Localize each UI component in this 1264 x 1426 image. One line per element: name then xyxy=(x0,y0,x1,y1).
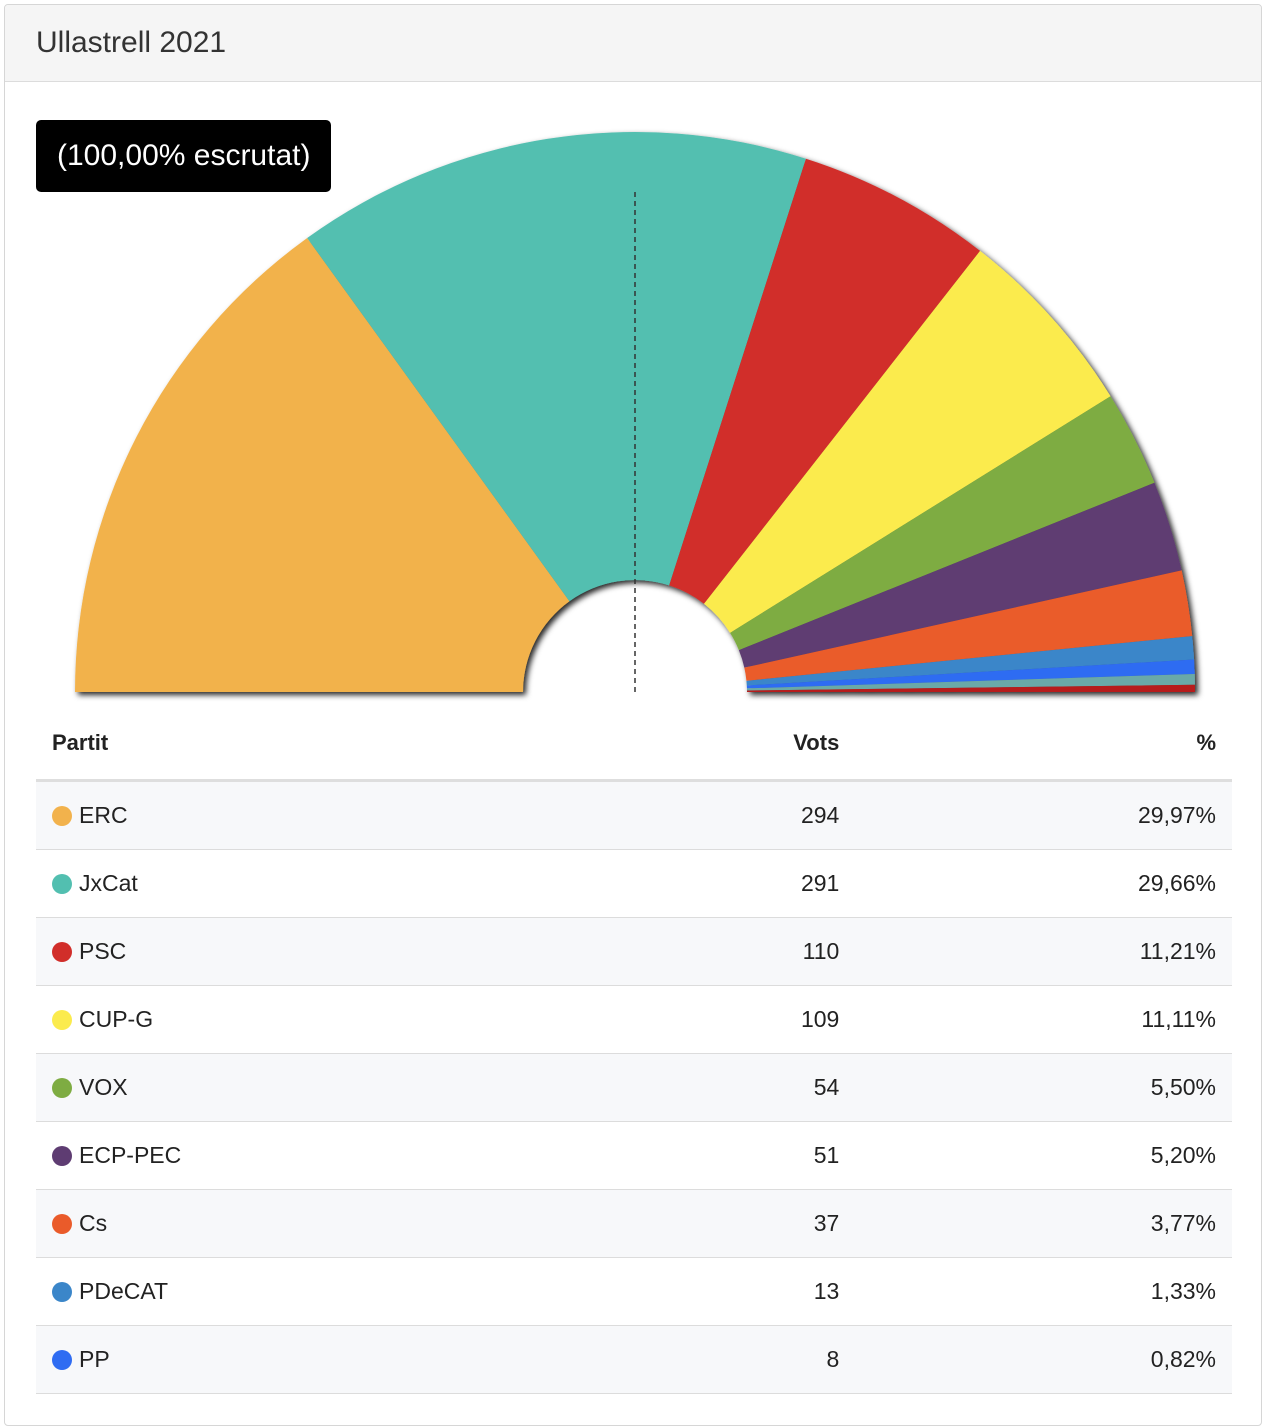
party-name: PSC xyxy=(79,938,127,964)
party-color-dot xyxy=(52,805,72,826)
hemicycle-chart: (100,00% escrutat) xyxy=(5,82,1261,707)
party-color-dot xyxy=(52,1281,72,1302)
table-row: ERC 294 29,97% xyxy=(36,780,1232,850)
percent-cell: 11,11% xyxy=(855,985,1232,1054)
table-row: Cs 37 3,77% xyxy=(36,1189,1232,1258)
scrutiny-badge: (100,00% escrutat) xyxy=(36,120,332,192)
party-name: ERC xyxy=(79,802,128,828)
votes-cell: 291 xyxy=(588,849,856,918)
party-name: PP xyxy=(79,1346,110,1372)
party-color-dot xyxy=(52,1213,72,1234)
party-name: ECP-PEC xyxy=(79,1142,182,1168)
hemicycle-svg xyxy=(75,131,1195,693)
votes-cell: 109 xyxy=(588,985,856,1054)
party-cell: Cs xyxy=(36,1189,589,1258)
slice-vox[interactable] xyxy=(730,396,1155,651)
party-cell: VOX xyxy=(36,1053,589,1122)
party-cell: CUP-G xyxy=(36,985,589,1054)
header-votes: Vots xyxy=(588,707,856,782)
party-cell: ERC xyxy=(36,780,589,850)
percent-cell: 5,50% xyxy=(855,1053,1232,1122)
party-color-dot xyxy=(52,1077,72,1098)
party-name: Cs xyxy=(79,1210,108,1236)
party-color-dot xyxy=(52,873,72,894)
table-row: PSC 110 11,21% xyxy=(36,917,1232,986)
percent-cell: 11,21% xyxy=(855,917,1232,986)
party-cell: PSC xyxy=(36,917,589,986)
slice-erc[interactable] xyxy=(75,237,570,693)
votes-cell: 110 xyxy=(588,917,856,986)
votes-cell: 13 xyxy=(588,1257,856,1326)
slice-ecp-pec[interactable] xyxy=(738,482,1182,668)
slice-other[interactable] xyxy=(746,673,1195,691)
table-row: VOX 54 5,50% xyxy=(36,1053,1232,1122)
slice-psc[interactable] xyxy=(669,158,981,604)
votes-cell: 294 xyxy=(588,780,856,850)
slice-other[interactable] xyxy=(746,684,1195,692)
party-cell: PP xyxy=(36,1325,589,1394)
slice-cs[interactable] xyxy=(744,570,1193,681)
party-cell: ECP-PEC xyxy=(36,1121,589,1190)
percent-cell: 1,33% xyxy=(855,1257,1232,1326)
results-table: Partit Vots % ERC 294 29,97% JxCat 291 29,66%… xyxy=(36,707,1232,1394)
party-name: PDeCAT xyxy=(79,1278,169,1304)
table-row: ECP-PEC 51 5,20% xyxy=(36,1121,1232,1190)
percent-cell: 29,97% xyxy=(855,780,1232,850)
percent-cell: 0,82% xyxy=(855,1325,1232,1394)
table-row: PP 8 0,82% xyxy=(36,1325,1232,1394)
votes-cell: 8 xyxy=(588,1325,856,1394)
party-name: CUP-G xyxy=(79,1006,154,1032)
percent-cell: 3,77% xyxy=(855,1189,1232,1258)
votes-cell: 51 xyxy=(588,1121,856,1190)
party-cell: PDeCAT xyxy=(36,1257,589,1326)
party-name: JxCat xyxy=(79,870,138,896)
percent-cell: 5,20% xyxy=(855,1121,1232,1190)
slice-pdecat[interactable] xyxy=(746,636,1195,686)
percent-cell: 29,66% xyxy=(855,849,1232,918)
slice-jxcat[interactable] xyxy=(307,131,806,602)
votes-cell: 37 xyxy=(588,1189,856,1258)
slice-pp[interactable] xyxy=(746,659,1195,689)
party-color-dot xyxy=(52,1349,72,1370)
results-panel: Ullastrell 2021 (100,00% escrutat) Parti… xyxy=(4,4,1262,1426)
table-row: PDeCAT 13 1,33% xyxy=(36,1257,1232,1326)
party-cell: JxCat xyxy=(36,849,589,918)
panel-title: Ullastrell 2021 xyxy=(5,5,1261,82)
table-row: CUP-G 109 11,11% xyxy=(36,985,1232,1054)
table-header-row: Partit Vots % xyxy=(36,707,1232,782)
header-percent: % xyxy=(855,707,1232,782)
party-color-dot xyxy=(52,1145,72,1166)
party-color-dot xyxy=(52,941,72,962)
party-color-dot xyxy=(52,1009,72,1030)
table-row: JxCat 291 29,66% xyxy=(36,849,1232,918)
slice-cup-g[interactable] xyxy=(704,250,1111,633)
votes-cell: 54 xyxy=(588,1053,856,1122)
party-name: VOX xyxy=(79,1074,128,1100)
header-party: Partit xyxy=(36,707,589,782)
